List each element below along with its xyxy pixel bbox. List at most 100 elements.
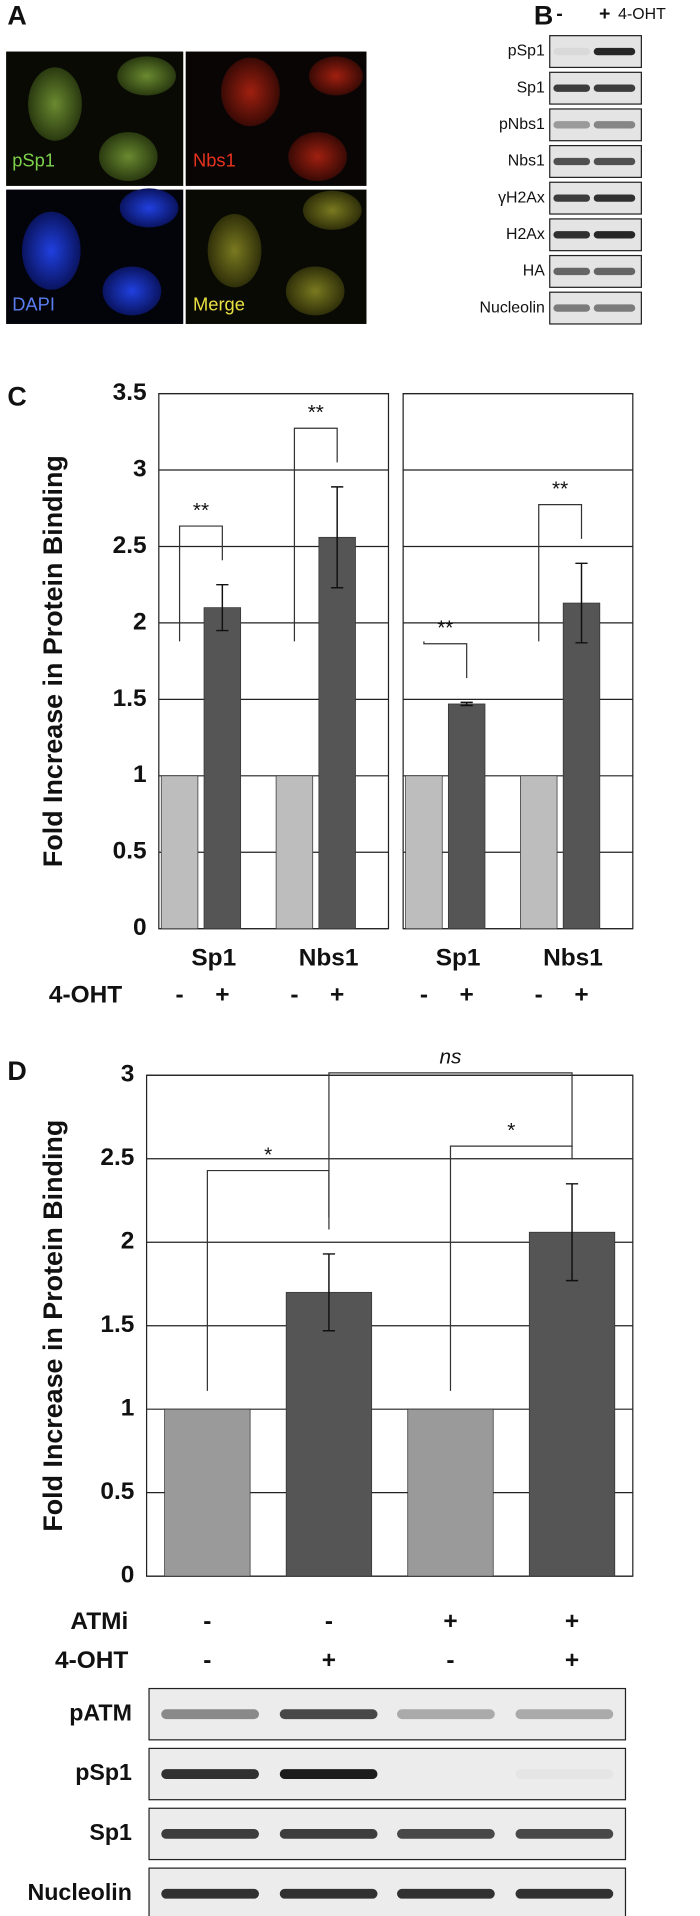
y-tick-label: 2.5 [100, 1144, 134, 1171]
blot-row-label: Sp1 [517, 79, 545, 96]
condition-label: - [446, 1647, 454, 1674]
condition-label: - [535, 981, 543, 1008]
blot-band [515, 1829, 614, 1839]
condition-label: + [460, 981, 474, 1008]
condition-label: + [330, 981, 344, 1008]
lane-label: - [556, 3, 563, 25]
significance-bracket [328, 1072, 573, 1230]
condition-row-label: 4-OHT [55, 1647, 128, 1674]
cell [21, 211, 81, 290]
treatment-label: 4-OHT [618, 6, 666, 23]
blot-band [593, 84, 636, 92]
cell [98, 132, 158, 182]
error-bar [575, 562, 588, 644]
x-tick-label: Nbs1 [299, 945, 359, 972]
condition-label: + [574, 981, 588, 1008]
blot-box [549, 108, 642, 142]
blot-band [553, 231, 591, 239]
significance-bracket [538, 504, 583, 642]
blot-band [553, 84, 591, 92]
y-tick-label: 0.5 [100, 1478, 134, 1505]
lane-label: + [599, 3, 610, 25]
bar [275, 775, 314, 930]
condition-row-label: 4-OHT [49, 981, 122, 1008]
y-tick-label: 1 [121, 1395, 135, 1422]
panel-letter: B [534, 0, 553, 30]
bar [447, 703, 486, 930]
channel-label: Merge [193, 293, 245, 314]
y-tick-label: 3 [121, 1061, 135, 1088]
bar [164, 1408, 251, 1577]
significance-label: ** [437, 617, 453, 640]
panel-letter: C [7, 382, 26, 412]
y-tick-label: 1.5 [113, 685, 147, 712]
y-tick-label: 3 [133, 455, 147, 482]
condition-label: - [290, 981, 298, 1008]
blot-box [148, 1687, 627, 1741]
blot-band [553, 47, 591, 56]
condition-row-label: ATMi [70, 1608, 128, 1635]
blot-row-label: pSp1 [508, 43, 545, 60]
blot-band [397, 1829, 495, 1839]
blot-band [397, 1888, 495, 1899]
blot-row-label: γH2Ax [498, 189, 545, 206]
significance-label: ns [440, 1046, 462, 1069]
blot-row-label: HA [523, 263, 545, 280]
significance-bracket [293, 427, 338, 642]
panel-letter: A [7, 0, 26, 30]
blot-band [553, 121, 591, 129]
significance-label: ** [193, 499, 209, 522]
channel-label: Nbs1 [193, 149, 236, 170]
condition-label: + [322, 1647, 336, 1674]
bar [318, 536, 356, 930]
error-bar [331, 486, 344, 589]
condition-label: - [420, 981, 428, 1008]
x-tick-label: Nbs1 [543, 945, 603, 972]
blot-band [279, 1769, 378, 1779]
cell [285, 266, 345, 316]
blot-row-label: Nbs1 [508, 153, 545, 170]
blot-band [593, 231, 636, 239]
blot-band [279, 1829, 378, 1839]
bar [520, 775, 558, 930]
y-tick-label: 0 [121, 1562, 135, 1589]
blot-row-label: Nucleolin [480, 299, 545, 316]
error-bar [322, 1253, 336, 1332]
cell [207, 214, 262, 288]
bar [285, 1291, 373, 1577]
y-axis-label: Fold Increase in Protein Binding [38, 1120, 68, 1532]
bar [562, 602, 601, 930]
blot-band [397, 1709, 495, 1720]
blot-band [553, 194, 591, 202]
channel-label: DAPI [12, 293, 55, 314]
bar [203, 607, 242, 930]
significance-label: ** [552, 477, 568, 500]
y-tick-label: 0.5 [113, 838, 147, 865]
y-tick-label: 3.5 [113, 379, 147, 406]
cell [117, 56, 176, 96]
blot-band [553, 304, 591, 312]
condition-label: + [443, 1608, 457, 1635]
blot-band [161, 1769, 259, 1779]
blot-row-label: Nucleolin [27, 1879, 131, 1905]
blot-row-label: pSp1 [75, 1759, 132, 1785]
blot-band [593, 194, 636, 202]
bar [407, 1408, 494, 1577]
y-tick-label: 1 [133, 761, 147, 788]
y-tick-label: 2.5 [113, 532, 147, 559]
blot-band [593, 267, 636, 276]
bar [405, 775, 443, 930]
cell [288, 132, 347, 182]
channel-label: pSp1 [12, 149, 55, 170]
cell [309, 56, 363, 96]
error-bar [216, 583, 229, 632]
blot-band [515, 1709, 614, 1720]
significance-bracket [423, 641, 468, 678]
cell [221, 57, 280, 127]
blot-band [279, 1709, 378, 1720]
condition-label: + [565, 1647, 579, 1674]
blot-band [516, 1769, 614, 1779]
y-tick-label: 2 [133, 608, 147, 635]
blot-band [593, 47, 636, 56]
cell [119, 188, 179, 228]
